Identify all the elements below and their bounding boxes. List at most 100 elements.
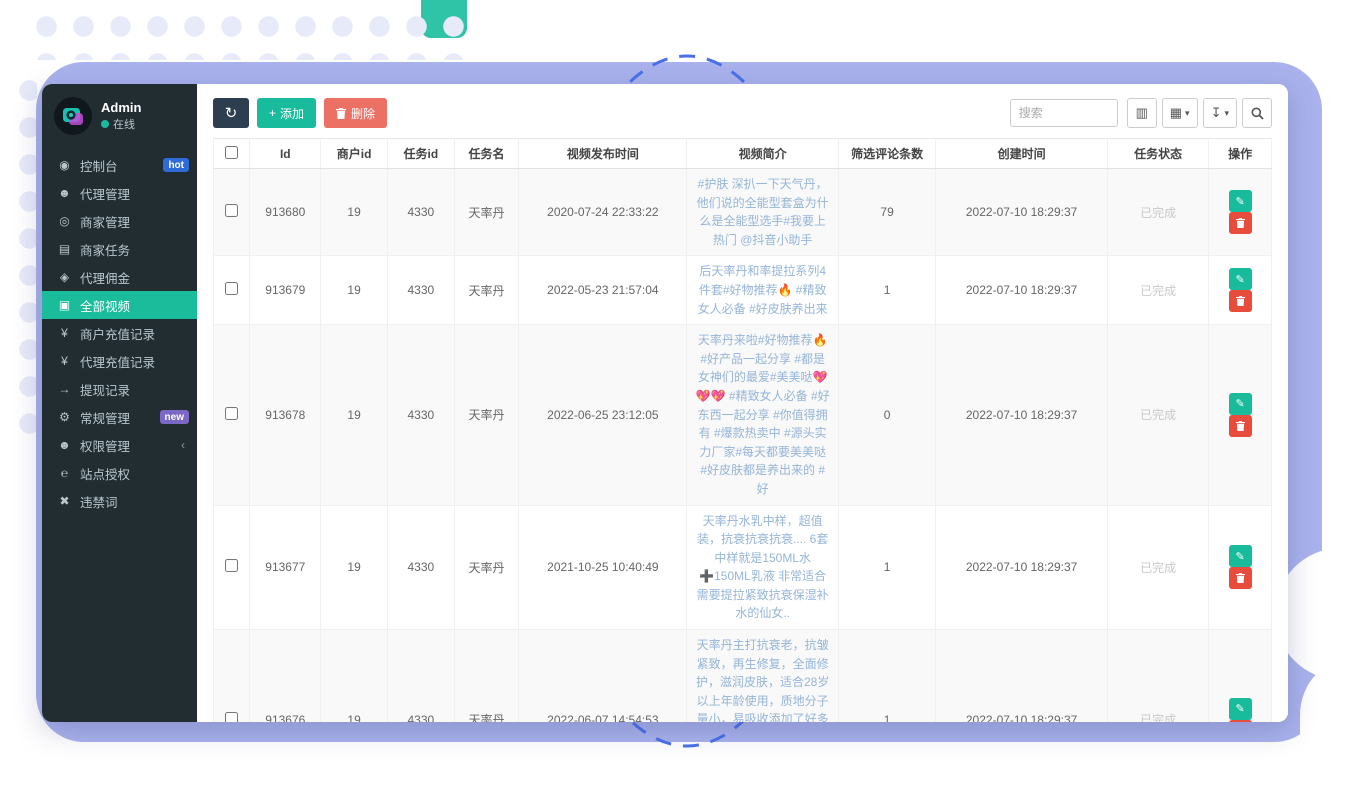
- cell-id: 913680: [249, 167, 322, 257]
- search-input[interactable]: [1009, 99, 1118, 127]
- sidebar-item-10[interactable]: ☻ 权限管理 ‹: [42, 431, 197, 459]
- delete-button[interactable]: [1228, 290, 1252, 313]
- online-dot-icon: [101, 120, 109, 129]
- sidebar-item-9[interactable]: ⚙ 常规管理 new: [42, 403, 197, 431]
- delete-button[interactable]: [1228, 567, 1252, 590]
- delete-selected-button[interactable]: 删除: [324, 98, 388, 128]
- cell-merchant-id: 19: [320, 629, 388, 722]
- edit-button[interactable]: ✎: [1228, 268, 1252, 291]
- avatar: [54, 97, 92, 135]
- trash-icon: [336, 107, 347, 119]
- refresh-button[interactable]: ↻: [213, 98, 249, 128]
- table-row: 913679 19 4330 天率丹 2022-05-23 21:57:04 后…: [212, 255, 1272, 326]
- sidebar-item-11[interactable]: ℮ 站点授权: [42, 459, 197, 487]
- cell-description: 后天率丹和率提拉系列4件套#好物推荐🔥 #精致女人必备 #好皮肤养出来: [686, 255, 840, 326]
- sidebar-item-7[interactable]: ¥ 代理充值记录: [42, 347, 197, 375]
- cell-task-name: 天率丹: [453, 255, 520, 326]
- user-profile: Admin 在线: [42, 84, 197, 147]
- admin-app-window: Admin 在线 ◉ 控制台 hot ☻ 代理管理 ◎ 商家管理 ▤ 商家任务 …: [42, 84, 1288, 722]
- pencil-icon: ✎: [1235, 550, 1245, 563]
- trash-icon: [1235, 573, 1245, 584]
- columns-icon: ▥: [1135, 105, 1148, 120]
- cell-task-id: 4330: [386, 167, 455, 257]
- export-button[interactable]: ↧ ▾: [1202, 98, 1237, 128]
- grid-icon: ▦: [1169, 105, 1183, 120]
- sidebar-item-4[interactable]: ◈ 代理佣金: [42, 263, 197, 291]
- edit-button[interactable]: ✎: [1228, 545, 1252, 568]
- cell-comment-count: 1: [838, 255, 937, 326]
- table-row: 913680 19 4330 天率丹 2020-07-24 22:33:22 #…: [212, 167, 1272, 257]
- cell-actions: ✎: [1208, 255, 1272, 326]
- sidebar-item-5[interactable]: ▣ 全部视频: [42, 291, 197, 319]
- yen-icon: ¥: [61, 326, 68, 340]
- cell-id: 913677: [249, 504, 322, 631]
- sidebar-item-6[interactable]: ¥ 商户充值记录: [42, 319, 197, 347]
- cell-id: 913679: [249, 255, 322, 326]
- row-checkbox[interactable]: [225, 711, 239, 722]
- pencil-icon: ✎: [1235, 703, 1245, 716]
- row-checkbox[interactable]: [225, 559, 239, 573]
- cell-status: 已完成: [1107, 255, 1210, 326]
- cell-status: 已完成: [1107, 629, 1210, 722]
- chevron-down-icon: ▾: [1224, 107, 1229, 118]
- header-actions: 操作: [1208, 138, 1272, 169]
- globe-icon: ℮: [60, 466, 69, 480]
- search-button[interactable]: [1242, 98, 1272, 128]
- row-checkbox[interactable]: [225, 204, 239, 218]
- sidebar-item-12[interactable]: ✖ 违禁词: [42, 487, 197, 515]
- cell-comment-count: 79: [838, 167, 937, 257]
- cell-description: #护肤 深扒一下天气丹，他们说的全能型套盒为什么是全能型选手#我要上热门 @抖音…: [686, 167, 840, 257]
- cell-created-at: 2022-07-10 18:29:37: [935, 629, 1109, 722]
- cell-description: 天率丹主打抗衰老，抗皱紧致，再生修复，全面修护，滋润皮肤，适合28岁以上年龄使用…: [686, 629, 840, 722]
- cell-publish-time: 2022-06-25 23:12:05: [518, 324, 688, 506]
- toggle-columns-button[interactable]: ▥: [1126, 98, 1157, 128]
- header-task-id: 任务id: [386, 138, 455, 169]
- sidebar-item-0[interactable]: ◉ 控制台 hot: [42, 151, 197, 179]
- dots-pattern-top: [26, 0, 468, 60]
- badge: hot: [163, 158, 189, 172]
- cell-status: 已完成: [1107, 324, 1210, 506]
- cell-description: 天率丹来啦#好物推荐🔥 #好产品一起分享 #都是女神们的最爱#美美哒💖💖💖 #精…: [686, 324, 840, 506]
- cell-actions: ✎: [1208, 324, 1272, 506]
- eye-icon: ◎: [59, 214, 70, 228]
- cell-merchant-id: 19: [320, 324, 388, 506]
- row-checkbox[interactable]: [225, 282, 239, 296]
- table-header-row: Id 商户id 任务id 任务名 视频发布时间 视频简介 筛选评论条数 创建时间…: [212, 138, 1272, 169]
- cell-created-at: 2022-07-10 18:29:37: [935, 167, 1109, 257]
- cell-task-id: 4330: [386, 629, 455, 722]
- cell-description: 天率丹水乳中样，超值装，抗衰抗衰抗衰.... 6套中样就是150ML水➕150M…: [686, 504, 840, 631]
- pencil-icon: ✎: [1235, 273, 1245, 286]
- delete-button[interactable]: [1228, 414, 1252, 437]
- cell-status: 已完成: [1107, 504, 1210, 631]
- sidebar-item-2[interactable]: ◎ 商家管理: [42, 207, 197, 235]
- user-name: Admin: [101, 99, 142, 115]
- edit-button[interactable]: ✎: [1228, 697, 1252, 720]
- sidebar-item-3[interactable]: ▤ 商家任务: [42, 235, 197, 263]
- edit-button[interactable]: ✎: [1228, 190, 1252, 213]
- row-checkbox[interactable]: [225, 406, 239, 420]
- cell-actions: ✎: [1208, 629, 1272, 722]
- cell-publish-time: 2021-10-25 10:40:49: [518, 504, 688, 631]
- sidebar-item-8[interactable]: → 提现记录: [42, 375, 197, 403]
- cell-actions: ✎: [1208, 504, 1272, 631]
- delete-button[interactable]: [1228, 719, 1252, 722]
- cell-task-id: 4330: [386, 324, 455, 506]
- sign-out-icon: →: [58, 382, 71, 396]
- sidebar-menu: ◉ 控制台 hot ☻ 代理管理 ◎ 商家管理 ▤ 商家任务 ◈ 代理佣金 ▣ …: [42, 151, 197, 515]
- badge: new: [159, 410, 189, 424]
- cell-id: 913678: [249, 324, 322, 506]
- select-all-checkbox[interactable]: [225, 145, 239, 159]
- pencil-icon: ✎: [1235, 398, 1245, 411]
- cell-task-name: 天率丹: [453, 504, 520, 631]
- add-button[interactable]: + 添加: [257, 98, 317, 128]
- cell-task-name: 天率丹: [453, 324, 520, 506]
- cell-publish-time: 2020-07-24 22:33:22: [518, 167, 688, 257]
- edit-button[interactable]: ✎: [1228, 392, 1252, 415]
- ban-icon: ✖: [59, 494, 70, 508]
- videos-table: Id 商户id 任务id 任务名 视频发布时间 视频简介 筛选评论条数 创建时间…: [212, 138, 1272, 722]
- grid-view-button[interactable]: ▦ ▾: [1161, 98, 1198, 128]
- plus-icon: +: [269, 106, 277, 120]
- sidebar-item-1[interactable]: ☻ 代理管理: [42, 179, 197, 207]
- delete-button[interactable]: [1228, 212, 1252, 235]
- cell-publish-time: 2022-05-23 21:57:04: [518, 255, 688, 326]
